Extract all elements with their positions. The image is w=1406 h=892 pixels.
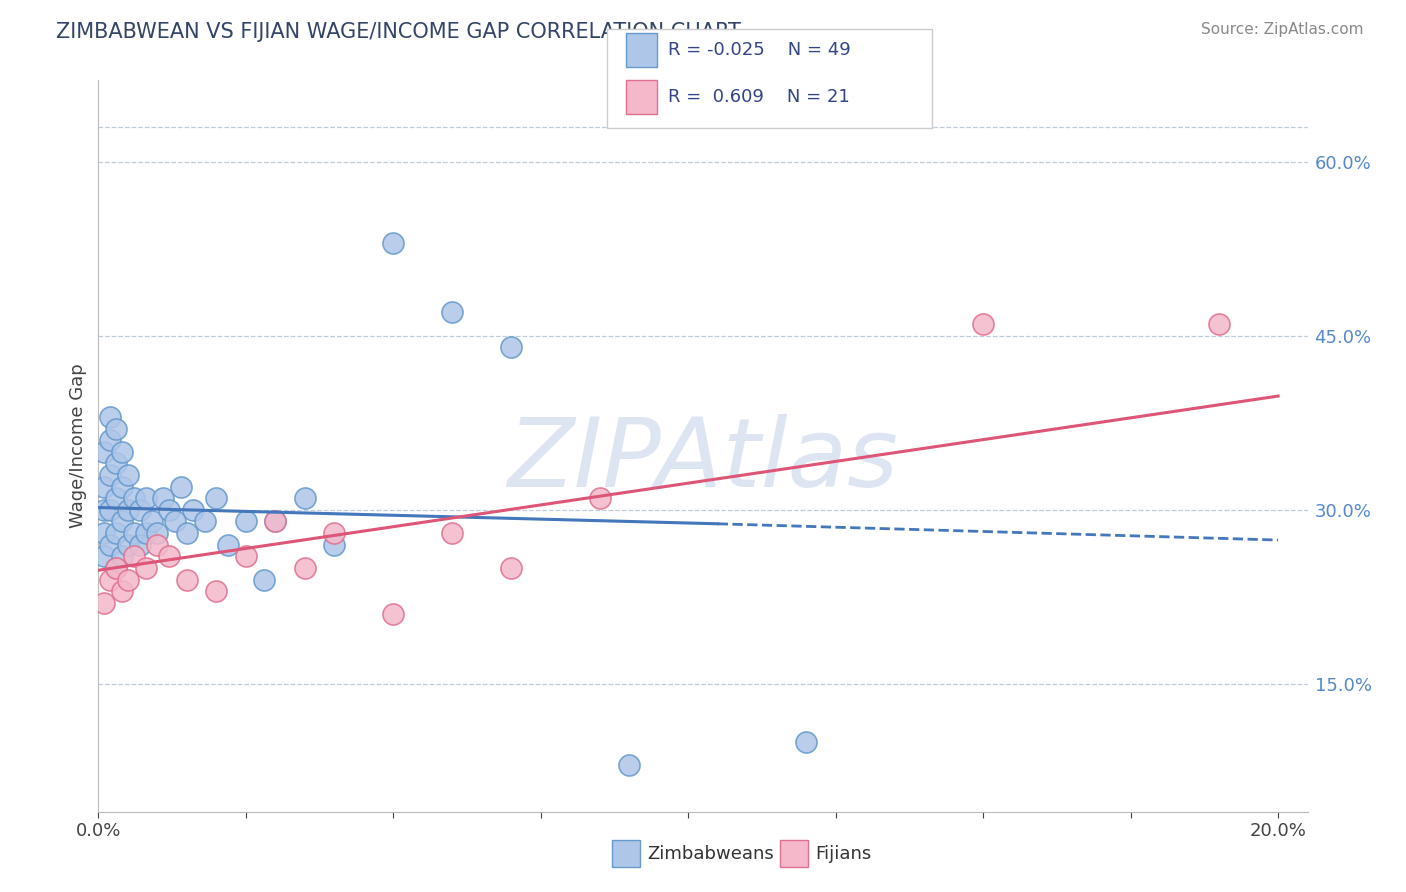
Point	[128, 503, 150, 517]
Point	[1208, 317, 1230, 331]
Point	[501, 340, 523, 354]
Y-axis label: Wage/Income Gap: Wage/Income Gap	[69, 364, 87, 528]
Point	[170, 480, 193, 494]
Point	[122, 549, 145, 564]
Point	[235, 549, 257, 564]
Point	[128, 538, 150, 552]
Point	[98, 409, 121, 424]
Point	[135, 491, 157, 506]
Point	[135, 561, 157, 575]
Point	[98, 573, 121, 587]
Point	[93, 549, 115, 564]
Point	[589, 491, 612, 506]
Text: R =  0.609    N = 21: R = 0.609 N = 21	[668, 87, 849, 105]
Point	[176, 573, 198, 587]
Point	[141, 515, 163, 529]
Point	[117, 503, 139, 517]
Point	[157, 503, 180, 517]
Point	[252, 573, 274, 587]
Point	[111, 549, 134, 564]
Point	[93, 503, 115, 517]
Point	[111, 445, 134, 459]
Point	[122, 526, 145, 541]
Point	[93, 596, 115, 610]
Point	[235, 515, 257, 529]
Point	[111, 480, 134, 494]
Text: Source: ZipAtlas.com: Source: ZipAtlas.com	[1201, 22, 1364, 37]
Point	[382, 607, 405, 622]
Point	[122, 491, 145, 506]
Point	[98, 538, 121, 552]
Point	[157, 549, 180, 564]
Point	[205, 584, 228, 599]
Point	[264, 515, 287, 529]
Point	[165, 515, 187, 529]
Text: R = -0.025    N = 49: R = -0.025 N = 49	[668, 41, 851, 59]
Text: ZIPAtlas: ZIPAtlas	[508, 414, 898, 508]
Point	[111, 515, 134, 529]
Point	[93, 480, 115, 494]
Point	[181, 503, 204, 517]
Point	[176, 526, 198, 541]
Text: Zimbabweans: Zimbabweans	[647, 845, 773, 863]
Point	[98, 433, 121, 447]
Point	[217, 538, 239, 552]
Point	[117, 538, 139, 552]
Point	[619, 758, 641, 772]
Point	[441, 305, 464, 319]
Point	[794, 735, 817, 749]
Point	[105, 526, 128, 541]
Point	[135, 526, 157, 541]
Point	[323, 526, 346, 541]
Point	[105, 561, 128, 575]
Text: ZIMBABWEAN VS FIJIAN WAGE/INCOME GAP CORRELATION CHART: ZIMBABWEAN VS FIJIAN WAGE/INCOME GAP COR…	[56, 22, 741, 42]
Point	[294, 561, 316, 575]
Point	[98, 503, 121, 517]
Point	[264, 515, 287, 529]
Point	[93, 445, 115, 459]
Text: Fijians: Fijians	[815, 845, 872, 863]
Point	[111, 584, 134, 599]
Point	[323, 538, 346, 552]
Point	[105, 561, 128, 575]
Point	[294, 491, 316, 506]
Point	[105, 457, 128, 471]
Point	[117, 468, 139, 483]
Point	[146, 538, 169, 552]
Point	[194, 515, 217, 529]
Point	[146, 526, 169, 541]
Point	[117, 573, 139, 587]
Point	[105, 421, 128, 435]
Point	[98, 468, 121, 483]
Point	[152, 491, 174, 506]
Point	[93, 526, 115, 541]
Point	[105, 491, 128, 506]
Point	[972, 317, 994, 331]
Point	[441, 526, 464, 541]
Point	[205, 491, 228, 506]
Point	[501, 561, 523, 575]
Point	[382, 235, 405, 250]
